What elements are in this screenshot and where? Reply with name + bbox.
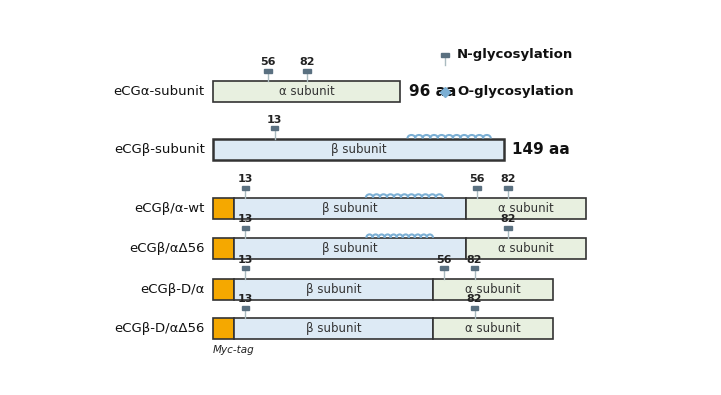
Text: β subunit: β subunit — [330, 143, 386, 156]
Text: 149 aa: 149 aa — [512, 142, 570, 157]
Bar — [440, 266, 448, 270]
Text: 96 aa: 96 aa — [409, 84, 456, 99]
Bar — [433, 318, 553, 339]
Bar — [242, 226, 249, 230]
Text: 56: 56 — [436, 254, 451, 265]
Bar — [234, 239, 466, 259]
Bar — [213, 198, 234, 219]
Bar — [303, 69, 311, 73]
Text: α subunit: α subunit — [279, 85, 335, 98]
Bar — [471, 266, 479, 270]
Text: eCGβ/α-wt: eCGβ/α-wt — [134, 202, 205, 215]
Text: eCGα-subunit: eCGα-subunit — [113, 85, 205, 98]
Text: 13: 13 — [238, 214, 253, 224]
Text: 13: 13 — [238, 254, 253, 265]
Text: β subunit: β subunit — [306, 322, 361, 335]
Text: β subunit: β subunit — [306, 283, 361, 296]
Bar — [234, 318, 433, 339]
Text: α subunit: α subunit — [498, 242, 554, 255]
Bar — [270, 126, 278, 130]
Text: eCGβ-D/α: eCGβ-D/α — [141, 283, 205, 296]
Text: 82: 82 — [466, 254, 482, 265]
Text: 82: 82 — [500, 174, 516, 184]
Bar — [213, 139, 503, 160]
Bar — [466, 198, 586, 219]
Text: N-glycosylation: N-glycosylation — [457, 48, 573, 61]
Text: 13: 13 — [267, 115, 282, 125]
Text: 82: 82 — [500, 214, 516, 224]
Text: 82: 82 — [466, 294, 482, 304]
Text: β subunit: β subunit — [322, 242, 378, 255]
Bar — [213, 81, 400, 102]
Text: α subunit: α subunit — [465, 322, 521, 335]
Bar — [234, 198, 466, 219]
Text: eCGβ-subunit: eCGβ-subunit — [114, 143, 205, 156]
Text: β subunit: β subunit — [322, 202, 378, 215]
Bar — [242, 306, 249, 310]
Text: 82: 82 — [299, 57, 314, 67]
Bar — [466, 239, 586, 259]
Bar — [242, 266, 249, 270]
Text: eCGβ-D/αΔ56: eCGβ-D/αΔ56 — [115, 322, 205, 335]
Bar — [441, 53, 449, 56]
Text: O-glycosylation: O-glycosylation — [457, 85, 574, 98]
Text: Myc-tag: Myc-tag — [213, 344, 255, 355]
Text: eCGβ/αΔ56: eCGβ/αΔ56 — [129, 242, 205, 255]
Text: α subunit: α subunit — [465, 283, 521, 296]
Bar — [264, 69, 272, 73]
Bar — [504, 226, 512, 230]
Text: 13: 13 — [238, 294, 253, 304]
Bar — [213, 239, 234, 259]
Bar — [474, 186, 482, 190]
Bar — [213, 318, 234, 339]
Bar — [234, 279, 433, 299]
Bar — [242, 186, 249, 190]
Text: 13: 13 — [238, 174, 253, 184]
Text: α subunit: α subunit — [498, 202, 554, 215]
Bar — [433, 279, 553, 299]
Text: 56: 56 — [260, 57, 275, 67]
Bar — [213, 279, 234, 299]
Bar — [504, 186, 512, 190]
Bar — [471, 306, 479, 310]
Text: 56: 56 — [469, 174, 485, 184]
